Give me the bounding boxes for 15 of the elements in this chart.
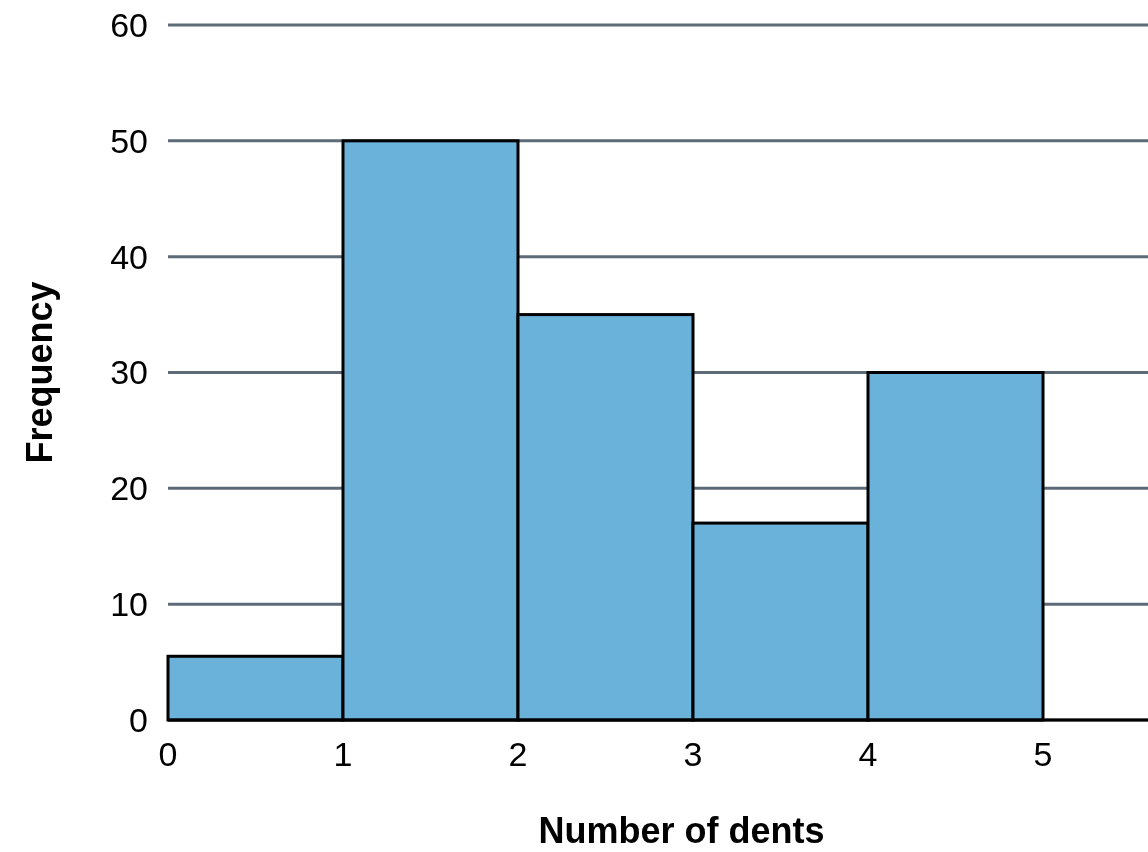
x-tick-label: 2	[508, 735, 528, 773]
y-tick-label: 50	[110, 121, 148, 160]
x-tick-label: 5	[1033, 735, 1053, 773]
x-tick-label: 0	[158, 735, 178, 773]
x-tick-label: 3	[683, 735, 703, 773]
y-tick-label: 10	[110, 585, 148, 624]
y-tick-label: 30	[110, 353, 148, 392]
y-tick-label: 40	[110, 237, 148, 276]
x-tick-label: 4	[858, 735, 878, 773]
y-tick-label: 60	[110, 5, 148, 44]
x-tick-label: 1	[333, 735, 353, 773]
x-axis-title: Number of dents	[538, 810, 825, 851]
y-tick-label: 0	[129, 700, 148, 739]
y-tick-label: 20	[110, 469, 148, 508]
y-axis-title: Frequency	[19, 281, 60, 464]
